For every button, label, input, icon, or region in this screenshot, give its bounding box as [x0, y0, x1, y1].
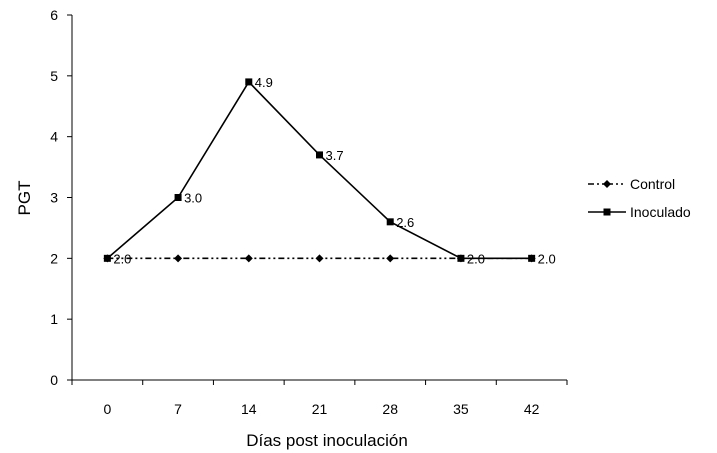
x-tick-label: 42	[524, 401, 540, 417]
x-axis-ticks: 0 7 14 21 28 35 42	[71, 380, 568, 417]
y-tick-label: 0	[50, 372, 58, 388]
data-point	[174, 194, 182, 201]
y-tick-label: 5	[50, 68, 58, 84]
y-tick-label: 4	[50, 129, 58, 145]
data-point	[245, 78, 253, 86]
legend-item-inoculado: Inoculado	[588, 204, 691, 220]
data-label: 2.0	[538, 251, 556, 266]
legend-swatch-marker	[603, 208, 611, 216]
data-label: 2.0	[467, 251, 485, 266]
data-point	[386, 254, 395, 263]
data-point	[174, 254, 183, 263]
data-label: 4.9	[255, 75, 273, 90]
legend-swatch-marker	[603, 180, 611, 188]
y-tick-label: 2	[50, 250, 58, 266]
series-line	[106, 80, 532, 260]
data-label: 3.0	[184, 191, 202, 206]
data-label: 3.7	[326, 148, 344, 163]
series-layer	[103, 78, 536, 263]
x-tick-label: 7	[174, 401, 182, 417]
data-point	[528, 254, 536, 262]
axes	[71, 15, 567, 381]
data-point	[315, 254, 324, 263]
legend-label: Control	[630, 176, 675, 192]
data-label: 2.6	[396, 215, 414, 230]
y-axis-title: PGT	[15, 181, 34, 216]
x-axis-title: Días post inoculación	[246, 431, 408, 450]
y-axis-ticks: 0 1 2 3 4 5 6	[50, 7, 72, 388]
data-point	[103, 254, 111, 262]
x-tick-label: 28	[382, 401, 398, 417]
x-tick-label: 21	[312, 401, 328, 417]
data-label: 2.0	[113, 251, 131, 266]
data-point	[316, 151, 323, 159]
data-labels: 2.0 2.0 3.0 4.9 3.7 2.6 2.0	[113, 75, 555, 266]
series-inoculado	[103, 78, 536, 262]
y-tick-label: 1	[50, 311, 58, 327]
data-point	[244, 254, 253, 263]
legend: Control Inoculado	[588, 176, 691, 220]
legend-item-control: Control	[588, 176, 675, 192]
y-tick-label: 3	[50, 190, 58, 206]
y-tick-label: 6	[50, 7, 58, 23]
x-tick-label: 14	[241, 401, 257, 417]
x-tick-label: 35	[453, 401, 469, 417]
data-point	[386, 218, 394, 226]
data-point	[457, 254, 465, 262]
x-tick-label: 0	[103, 401, 111, 417]
legend-label: Inoculado	[630, 204, 691, 220]
